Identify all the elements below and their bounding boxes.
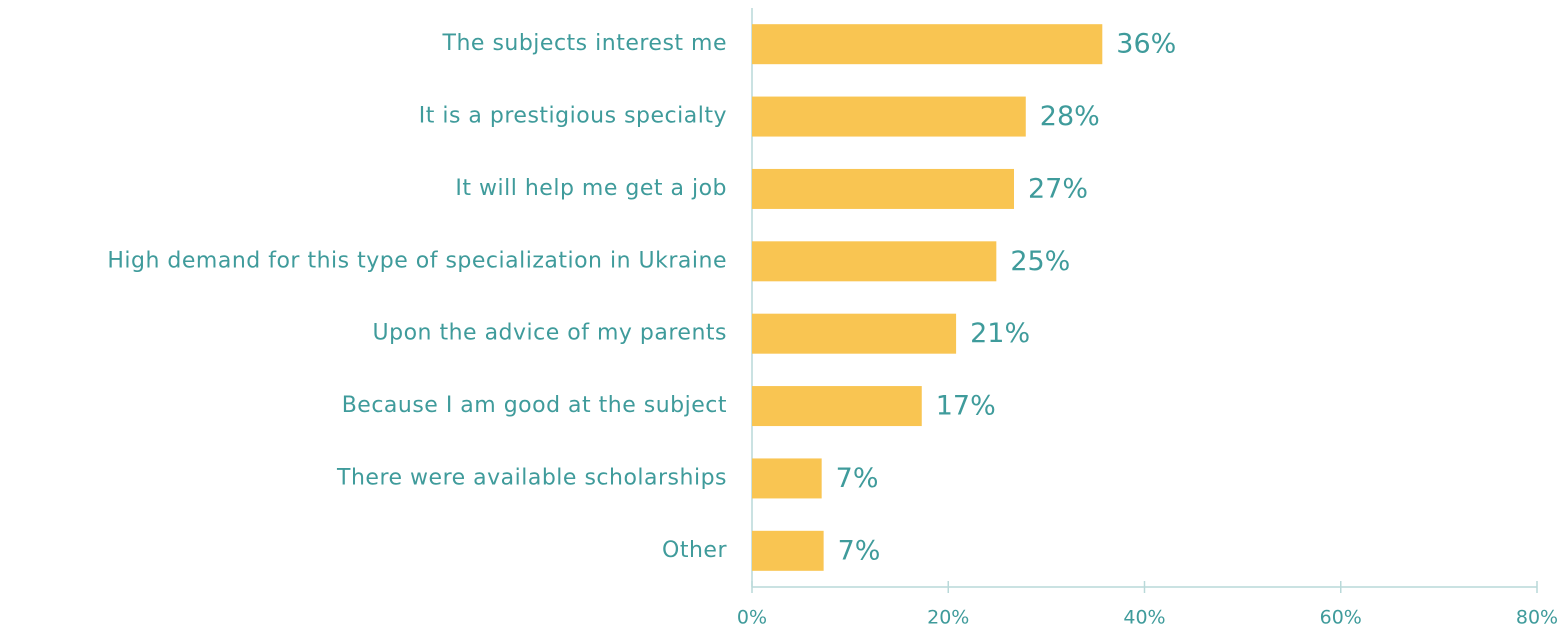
bar [752, 530, 824, 571]
value-label: 7% [838, 535, 881, 566]
value-label: 27% [1028, 173, 1088, 204]
x-tick-label: 20% [927, 607, 969, 627]
bar [752, 313, 957, 354]
x-tick-label: 80% [1516, 607, 1558, 627]
value-label: 7% [836, 463, 879, 494]
value-label: 36% [1116, 29, 1176, 60]
value-label: 17% [936, 391, 996, 422]
value-label: 28% [1040, 101, 1100, 132]
category-label: It will help me get a job [455, 176, 727, 201]
value-label: 21% [970, 318, 1030, 349]
category-label: Upon the advice of my parents [373, 321, 727, 346]
bar [752, 458, 822, 499]
x-tick-label: 60% [1320, 607, 1362, 627]
value-label: 25% [1010, 246, 1070, 277]
bar [752, 96, 1026, 137]
bar [752, 24, 1103, 65]
category-label: High demand for this type of specializat… [107, 248, 727, 273]
category-label: Because I am good at the subject [342, 393, 727, 418]
x-tick-label: 40% [1123, 607, 1165, 627]
bar [752, 386, 922, 427]
bar [752, 168, 1014, 209]
category-label: Other [662, 538, 727, 563]
category-label: It is a prestigious specialty [419, 104, 727, 129]
x-tick-label: 0% [737, 607, 767, 627]
bar [752, 241, 997, 282]
category-label: The subjects interest me [442, 31, 727, 56]
category-label: There were available scholarships [336, 465, 727, 490]
